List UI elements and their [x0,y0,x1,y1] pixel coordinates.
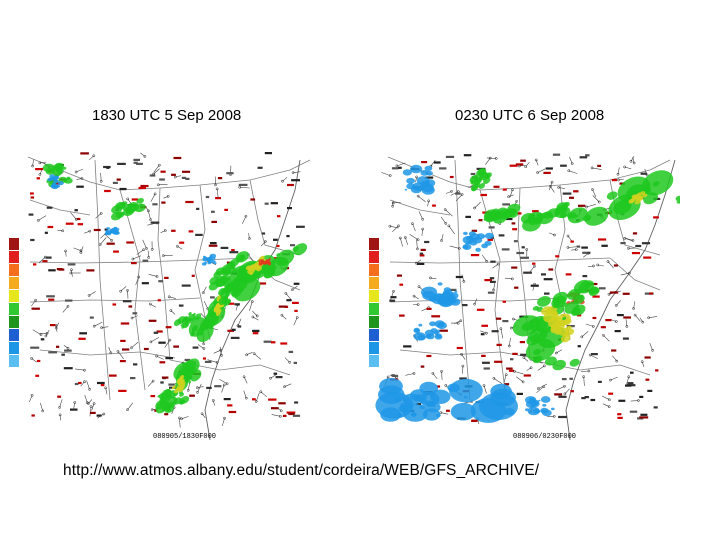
panel-title-left: 1830 UTC 5 Sep 2008 [92,107,242,124]
reflectivity-colorbar [9,237,19,367]
radar-map-right: 080906/0230F000 [360,140,680,441]
colorbar-swatch [9,237,19,250]
surface-map-right [375,153,680,440]
source-url[interactable]: http://www.atmos.albany.edu/student/cord… [63,462,540,479]
colorbar-swatch [369,276,379,289]
colorbar-swatch [369,289,379,302]
colorbar-swatch [9,289,19,302]
radar-map-left: 080905/1830F000 [0,140,320,441]
colorbar-swatch [9,276,19,289]
reflectivity-colorbar [369,237,379,367]
colorbar-swatch [369,263,379,276]
colorbar-swatch [369,354,379,367]
colorbar-swatch [369,315,379,328]
colorbar-swatch [369,250,379,263]
colorbar-swatch [369,341,379,354]
colorbar-swatch [9,354,19,367]
colorbar-swatch [9,328,19,341]
panel-title-right: 0230 UTC 6 Sep 2008 [455,107,605,124]
colorbar-swatch [9,263,19,276]
radar-echoes [375,164,680,423]
map-timestamp-left: 080905/1830F000 [153,433,217,441]
colorbar-swatch [9,302,19,315]
colorbar-swatch [9,341,19,354]
surface-map-left [27,152,311,440]
colorbar-swatch [369,302,379,315]
colorbar-swatch [9,315,19,328]
radar-echoes [42,162,308,414]
colorbar-swatch [369,328,379,341]
colorbar-swatch [369,237,379,250]
colorbar-swatch [9,250,19,263]
map-timestamp-right: 080906/0230F000 [513,433,577,441]
